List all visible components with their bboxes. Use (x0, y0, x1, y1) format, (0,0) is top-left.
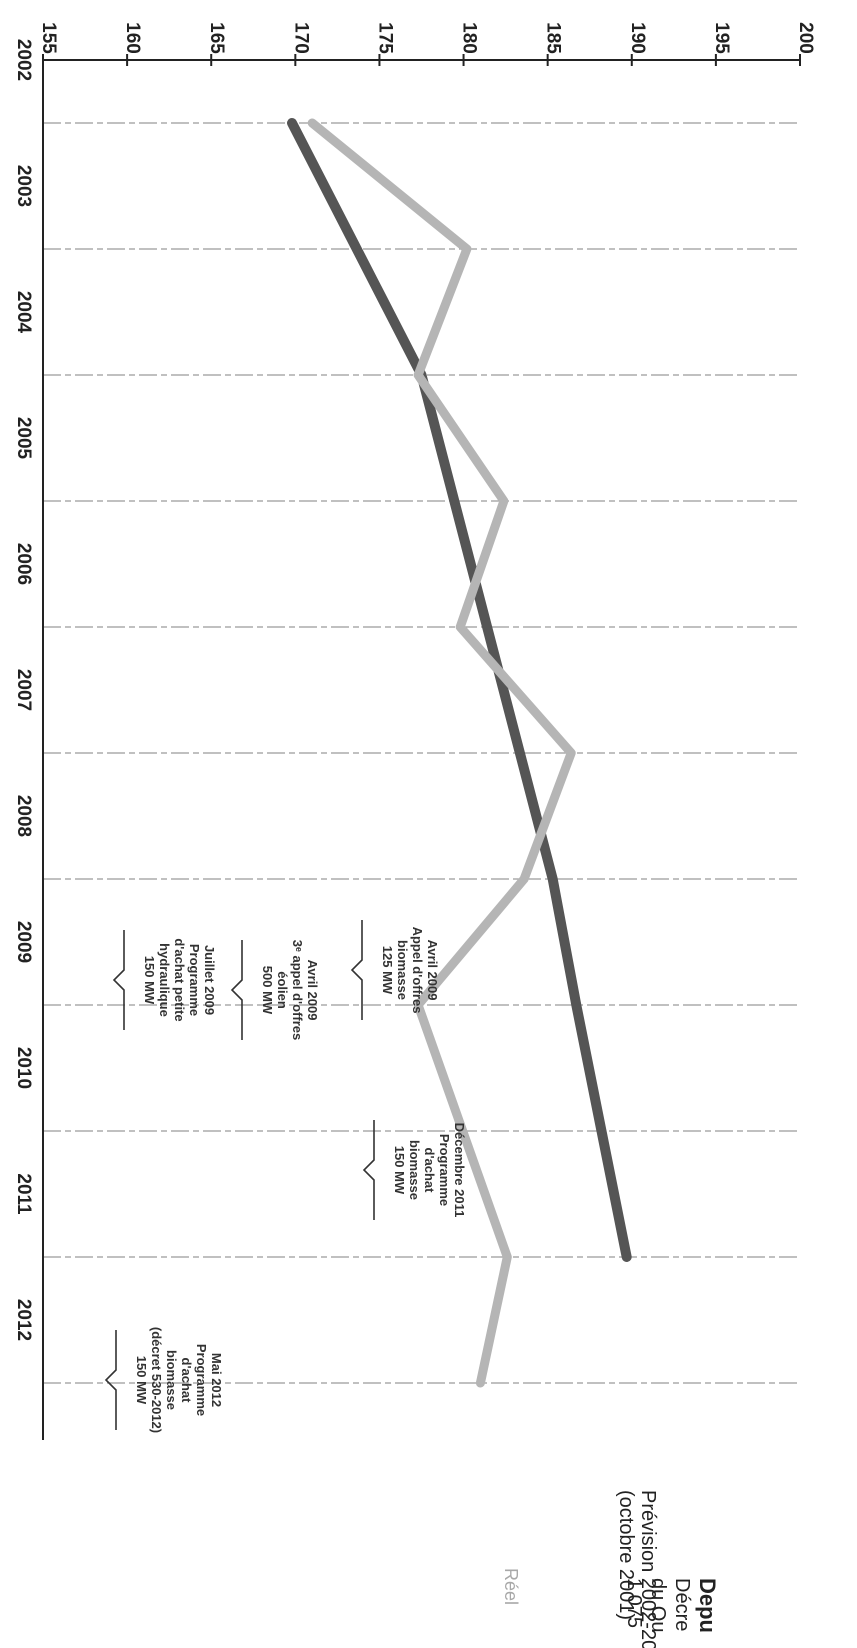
annotation-text: Décembre 2011 (452, 1123, 467, 1218)
annotation-text: 125 MW (380, 946, 395, 995)
value-tick-label: 155 (38, 22, 59, 54)
annotation-text: éolien (275, 971, 290, 1009)
year-tick-label: 2009 (13, 921, 34, 963)
year-tick-label: 2008 (13, 795, 34, 837)
annotation-text: Mai 2012 (209, 1353, 224, 1407)
annotation-text: Programme (187, 944, 202, 1016)
annotation-text: 150 MW (134, 1356, 149, 1405)
footer-line: Décre (671, 1578, 693, 1631)
series-label-prevision-line1: Prévision 2002-2011 (637, 1490, 659, 1648)
year-tick-label: 2006 (13, 543, 34, 585)
annotation-text: Avril 2009 (425, 940, 440, 1001)
value-tick-label: 175 (374, 22, 395, 54)
annotation-text: d'achat (422, 1148, 437, 1194)
annotation-text: Appel d'offres (410, 927, 425, 1014)
annotation-bracket (230, 940, 243, 1040)
annotation-bracket (350, 920, 363, 1020)
series-label-reel-text: Réel (501, 1568, 521, 1605)
year-tick-label: 2010 (13, 1047, 34, 1089)
value-tick-label: 180 (459, 22, 480, 54)
annotation-text: d'achat (179, 1358, 194, 1404)
annotation-a4: Décembre 2011Programmed'achatbiomasse150… (362, 1120, 467, 1220)
year-tick-label: 2007 (13, 669, 34, 711)
annotation-text: Juillet 2009 (202, 945, 217, 1015)
footer-line: du Qu (647, 1578, 669, 1632)
year-tick-label: 2012 (13, 1299, 34, 1341)
value-tick-label: 200 (795, 22, 816, 54)
annotation-text: biomasse (407, 1140, 422, 1200)
series-label-prevision: Prévision 2002-2011(octobre 2001) (615, 1490, 659, 1648)
value-tick-label: 165 (206, 22, 227, 54)
annotation-text: Avril 2009 (305, 960, 320, 1021)
annotation-text: 150 MW (392, 1146, 407, 1195)
value-tick-label: 160 (122, 22, 143, 54)
annotation-text: d'achat petite (172, 938, 187, 1021)
series-label-reel: Réel (501, 1568, 521, 1605)
annotation-text: hydraulique (157, 943, 172, 1017)
year-tick-label: 2011 (13, 1173, 34, 1215)
annotation-text: 500 MW (260, 966, 275, 1015)
value-tick-label: 185 (543, 22, 564, 54)
value-tick-label: 190 (627, 22, 648, 54)
value-tick-label: 195 (711, 22, 732, 54)
series-labels: Prévision 2002-2011(octobre 2001) Réel (501, 1490, 659, 1648)
footer-line: Depu (695, 1578, 720, 1633)
annotation-text: (décret 530-2012) (149, 1327, 164, 1433)
series-line-reel (307, 118, 576, 1388)
annotation-bracket (104, 1330, 117, 1430)
series-label-prevision-line2: (octobre 2001) (615, 1490, 637, 1620)
year-tick-label: 2003 (13, 165, 34, 207)
series-line-prevision (287, 118, 632, 1262)
tick-labels: 155 160 165 170 175 180 185 190 195 200 2002 2003 20… (13, 22, 816, 1341)
annotation-bracket (362, 1120, 375, 1220)
annotation-bracket (112, 930, 125, 1030)
footer-line: 1 075 (623, 1578, 645, 1628)
annotation-text: 150 MW (142, 956, 157, 1005)
year-tick-label: 2005 (13, 417, 34, 460)
annotation-a5: Mai 2012Programmed'achatbiomasse(décret … (104, 1327, 224, 1433)
value-tick-label: 170 (290, 22, 311, 54)
series-lines (287, 118, 632, 1388)
year-tick-label: 2004 (13, 291, 34, 334)
annotation-text: Programme (194, 1344, 209, 1416)
annotation-text: biomasse (164, 1350, 179, 1410)
annotation-text: biomasse (395, 940, 410, 1000)
gridlines (43, 122, 800, 1384)
annotation-text: Programme (437, 1134, 452, 1206)
annotation-text: 3ᵉ appel d'offres (290, 940, 305, 1040)
axes (42, 54, 801, 1440)
year-tick-label: 2002 (13, 39, 34, 81)
